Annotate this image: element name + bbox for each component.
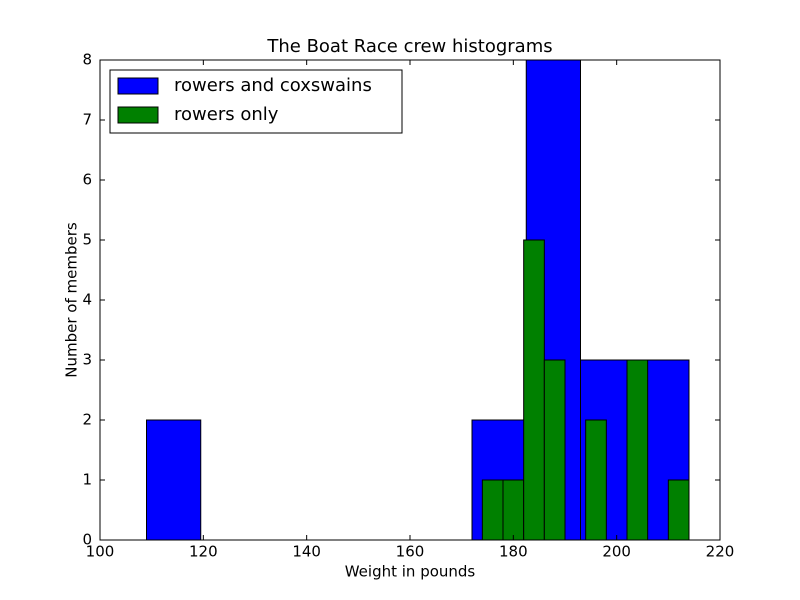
legend-swatch [117,106,159,124]
y-tick-label: 2 [82,411,92,429]
chart-title: The Boat Race crew histograms [266,36,552,57]
y-tick-label: 7 [82,111,92,129]
y-tick-label: 0 [82,531,92,549]
legend-swatch [117,77,159,95]
legend-label: rowers and coxswains [174,75,372,96]
y-axis-label: Number of members [63,222,81,378]
bar [667,479,690,541]
bar [543,359,566,541]
x-tick-label: 140 [292,543,321,561]
bar [626,359,649,541]
y-tick-label: 3 [82,351,92,369]
x-tick-label: 220 [706,543,735,561]
y-tick-label: 6 [82,171,92,189]
bar [523,239,545,541]
x-tick-label: 180 [499,543,528,561]
x-tick-label: 120 [189,543,218,561]
bar [585,419,607,541]
legend-box [109,69,403,134]
y-tick-label: 8 [82,51,92,69]
y-tick-label: 1 [82,471,92,489]
bar [502,479,525,541]
x-axis-label: Weight in pounds [345,563,476,581]
x-tick-label: 160 [396,543,425,561]
bar [146,419,202,541]
legend-label: rowers only [174,104,279,125]
y-tick-label: 5 [82,231,92,249]
x-tick-label: 100 [86,543,115,561]
x-tick-label: 200 [602,543,631,561]
bar [481,479,504,541]
y-tick-label: 4 [82,291,92,309]
